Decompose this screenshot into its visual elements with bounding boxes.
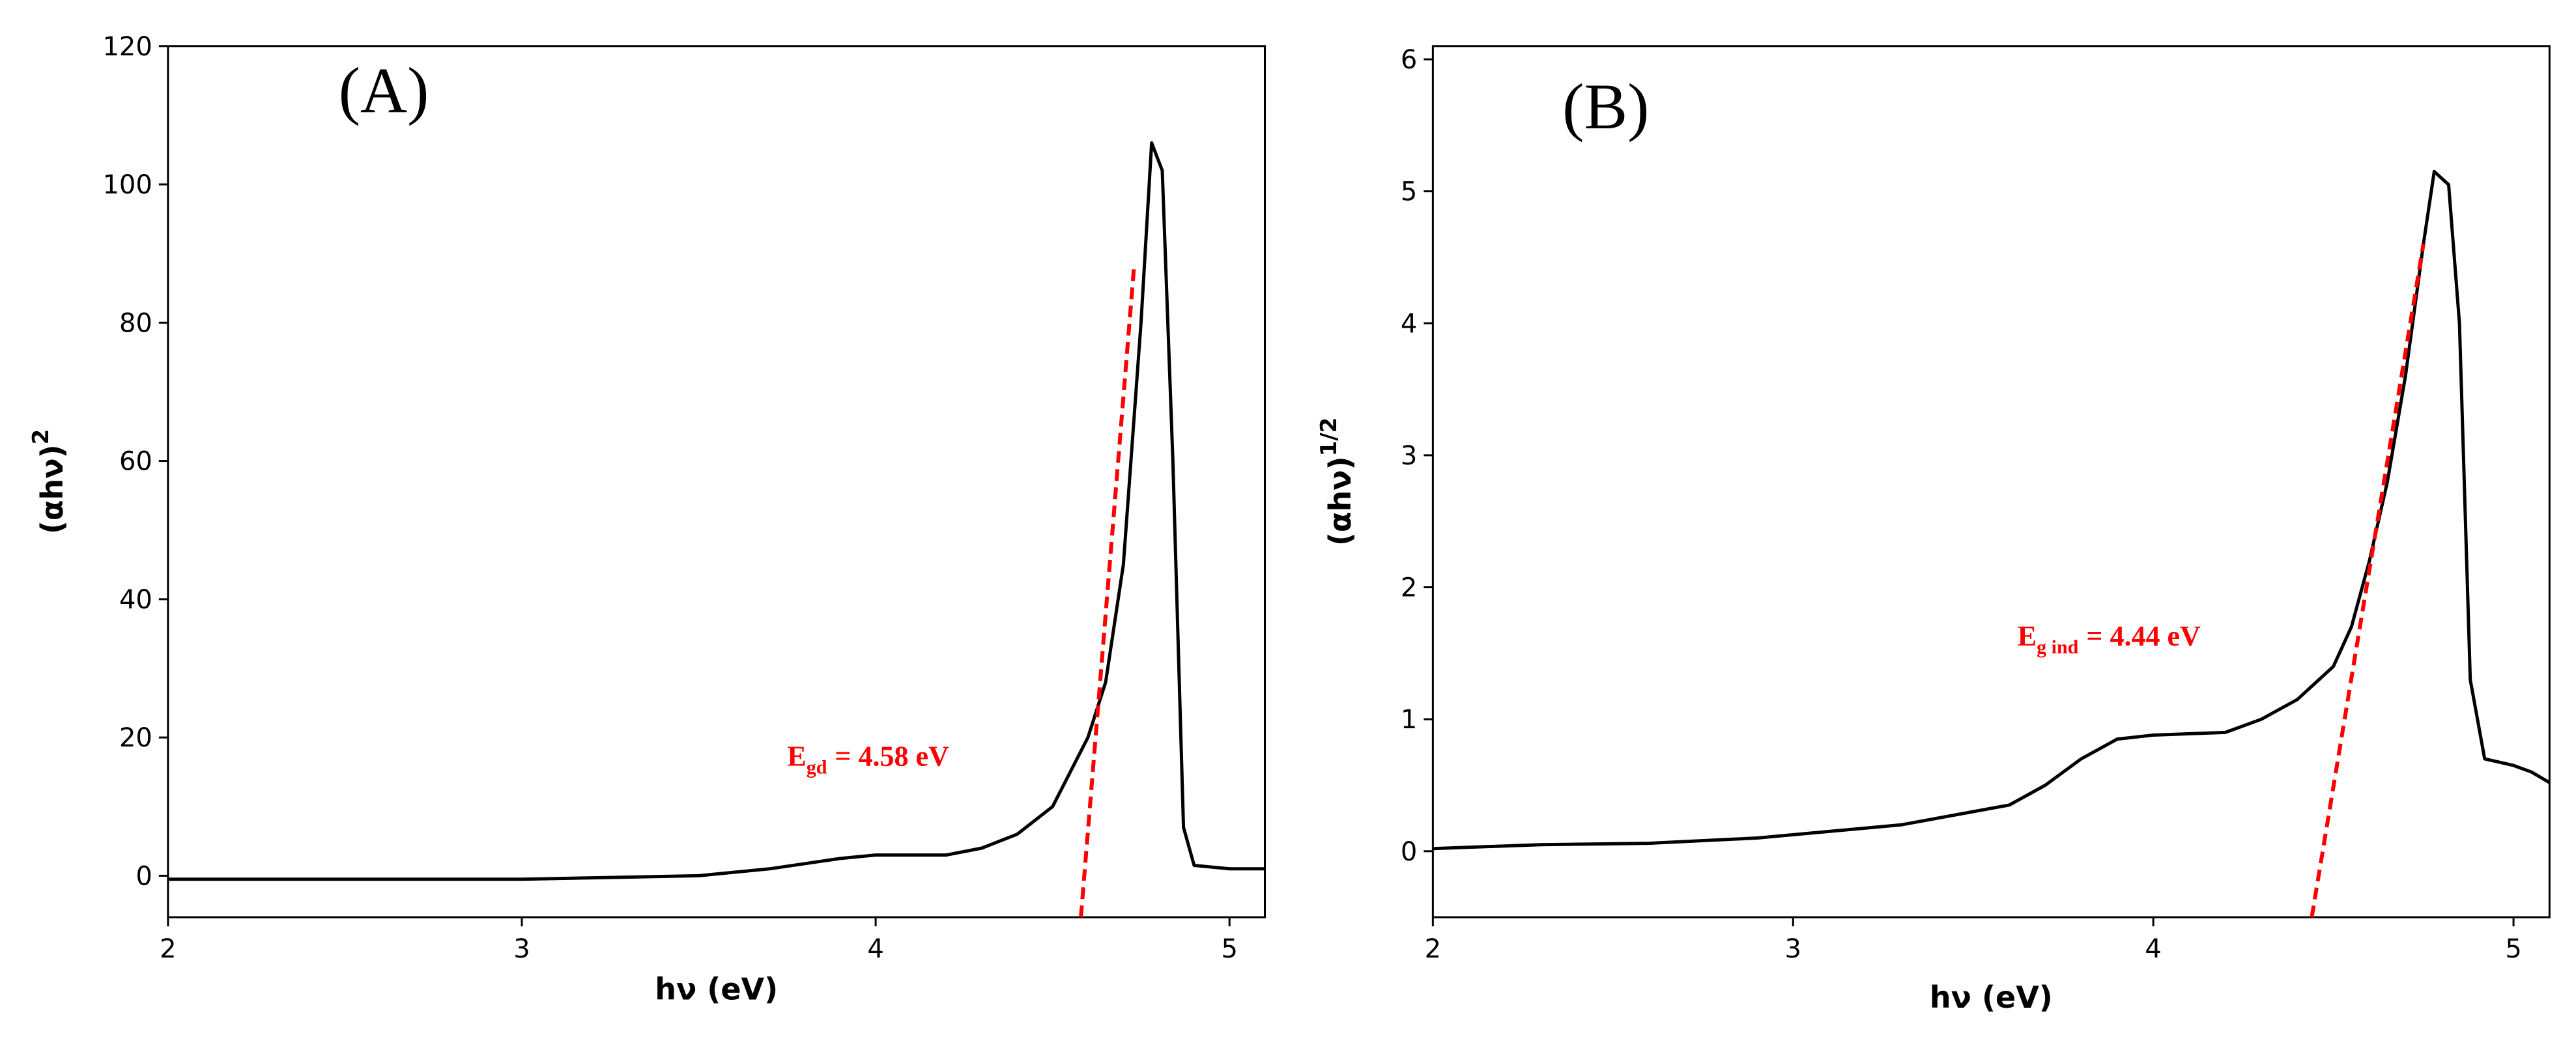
y-tick-label: 2 [1401,573,1417,603]
annotation-main: E [2018,620,2037,652]
fit-line [2310,244,2426,918]
annotation-sub: g ind [2037,636,2079,658]
y-tick-label: 0 [1401,837,1417,867]
annotation-main: E [787,741,806,773]
x-tick-label: 3 [513,934,530,964]
y-tick-label: 60 [119,447,152,477]
y-tick-label: 0 [136,861,152,891]
x-tick-label: 4 [867,934,883,964]
x-axis-label: hν (eV) [1930,980,2053,1015]
fit-line [1079,267,1136,918]
y-tick-label: 3 [1401,441,1417,471]
y-axis-label-sup: 2 [28,429,54,445]
plot-frame [1431,45,2551,918]
annotation-sub: gd [807,757,827,778]
panel-label: (B) [1562,70,1649,143]
y-axis-label-sup: 1/2 [1316,418,1342,457]
x-tick-label: 2 [160,934,176,964]
y-tick-label: 6 [1401,45,1417,75]
annotation: Eg ind = 4.44 eV [2018,620,2201,658]
panel-label: (A) [339,54,429,126]
y-tick-label: 20 [119,723,152,753]
x-tick-label: 5 [2505,934,2521,964]
y-tick-label: 5 [1401,177,1417,207]
annotation-rest: = 4.58 eV [835,741,949,773]
y-axis-label: (αhν)2 [28,429,70,534]
y-tick-label: 100 [102,170,152,200]
x-tick-label: 2 [1425,934,1441,964]
y-tick-label: 1 [1401,705,1417,735]
x-tick-label: 3 [1785,934,1801,964]
annotation-rest: = 4.44 eV [2086,620,2201,652]
x-tick-label: 5 [1221,934,1237,964]
y-tick-label: 120 [102,32,152,62]
annotation: Egd = 4.58 eV [787,741,949,778]
plot-frame [167,45,1267,918]
y-axis-label: (αhν)1/2 [1316,418,1358,546]
y-tick-label: 80 [119,308,152,338]
x-axis-label: hν (eV) [655,971,778,1006]
x-tick-label: 4 [2145,934,2161,964]
y-tick-label: 4 [1401,309,1417,339]
data-line [167,141,1265,881]
y-axis-label-base: (αhν) [1323,456,1358,546]
data-line [1433,169,2551,851]
y-axis-label-base: (αhν) [35,444,70,534]
panel: 0 1 2 3 4 5 6 2 3 4 5 (αhν)1/2 hν (eV) (B) Eg ind = 4.4… [1316,45,2551,1015]
y-tick-label: 40 [119,585,152,615]
